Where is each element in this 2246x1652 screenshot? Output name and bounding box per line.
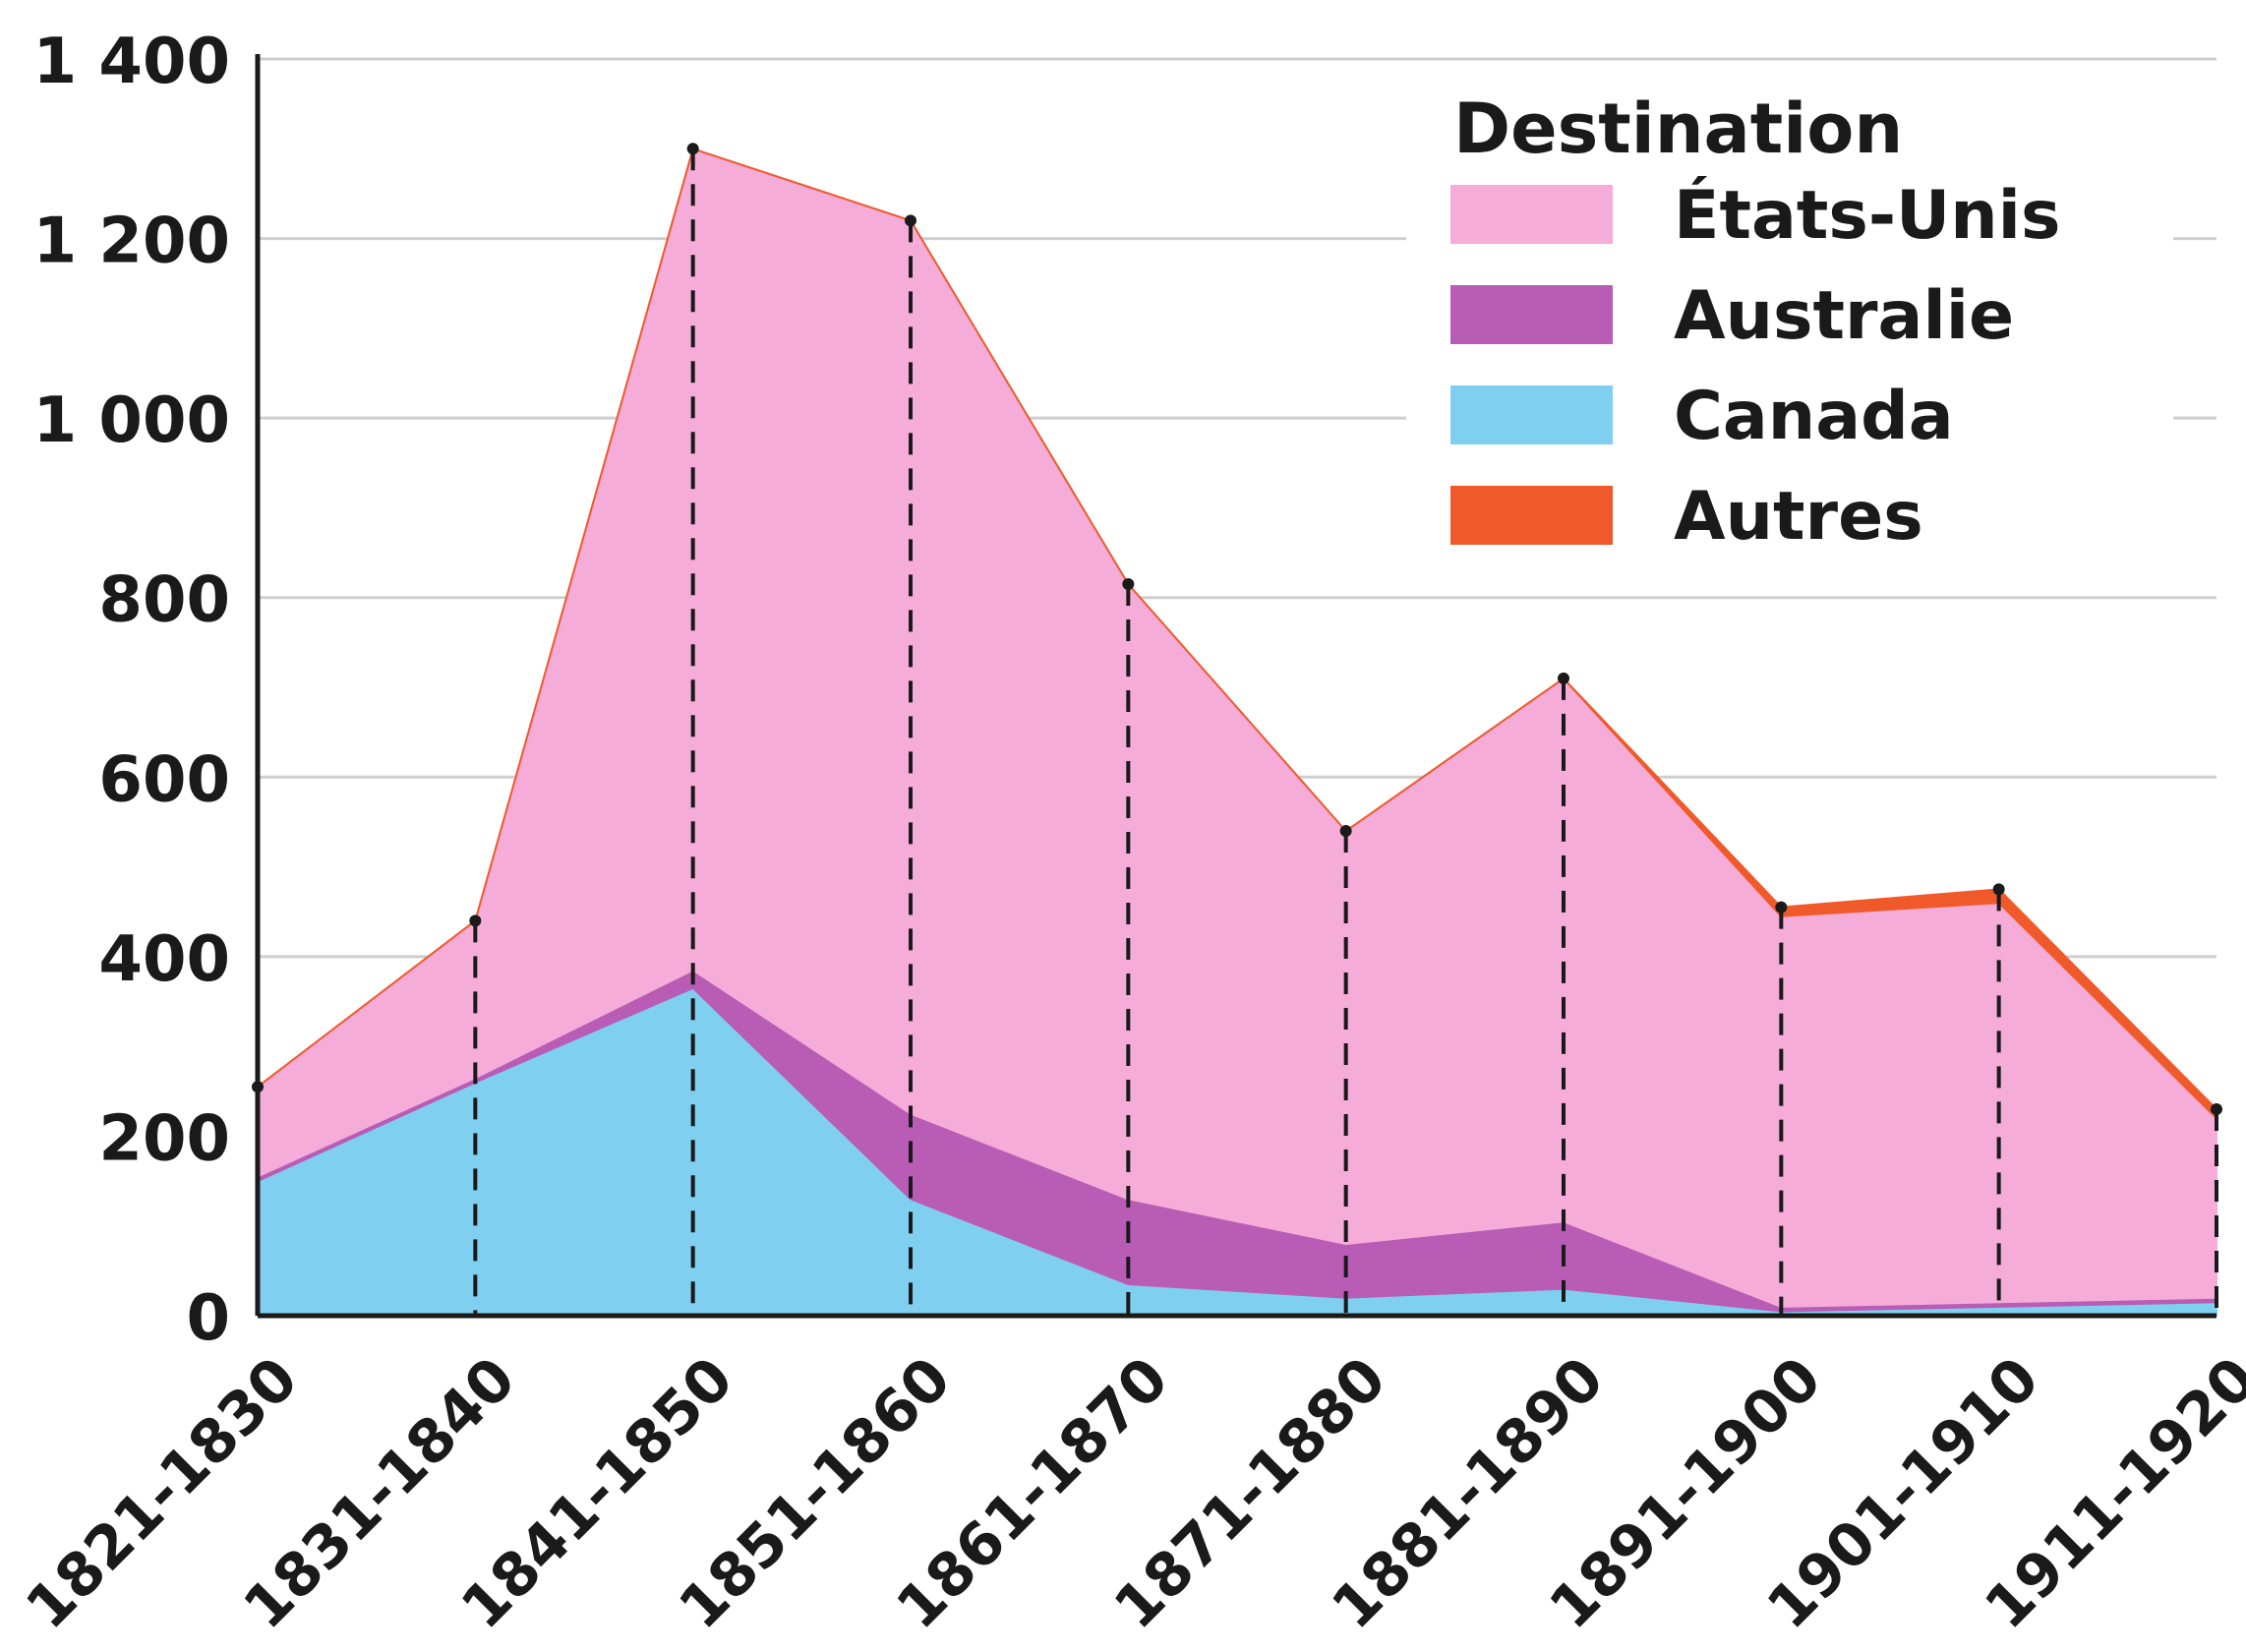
x-tick-labels: 1821-18301831-18401841-18501851-18601861…: [13, 1344, 2246, 1642]
y-tick-label-5: 1 000: [33, 384, 230, 457]
total-point-1831-1840: [469, 914, 482, 927]
total-point-1911-1920: [2211, 1103, 2222, 1116]
total-point-1851-1860: [905, 214, 916, 227]
total-point-1901-1910: [1992, 883, 2005, 896]
legend-label-canada: Canada: [1674, 378, 1954, 455]
legend-swatch-australie: [1450, 285, 1613, 344]
legend: Destination États-Unis Australie Canada Aut…: [1406, 69, 2173, 590]
y-tick-label-6: 1 200: [33, 206, 230, 278]
legend-swatch-autres: [1450, 486, 1613, 545]
legend-label-etats-unis: États-Unis: [1674, 176, 2060, 255]
total-point-1841-1850: [686, 143, 699, 155]
y-tick-label-0: 0: [186, 1282, 230, 1355]
axes: [255, 54, 2216, 1319]
total-point-1881-1890: [1558, 672, 1569, 684]
y-tick-label-7: 1 400: [33, 26, 230, 98]
legend-label-autres: Autres: [1674, 478, 1923, 556]
y-tick-label-1: 200: [98, 1102, 230, 1175]
y-tick-label-2: 400: [98, 923, 230, 996]
y-tick-label-4: 800: [98, 564, 230, 637]
legend-label-australie: Australie: [1674, 277, 2014, 355]
legend-swatch-etats-unis: [1450, 185, 1613, 244]
y-tick-label-3: 600: [98, 743, 230, 816]
legend-entries: États-Unis Australie Canada Autres: [1450, 176, 2060, 556]
legend-title: Destination: [1453, 88, 1903, 169]
legend-swatch-canada: [1450, 385, 1613, 444]
total-point-1891-1900: [1775, 901, 1788, 914]
total-point-1861-1870: [1122, 578, 1135, 591]
total-point-1871-1880: [1339, 825, 1352, 838]
y-tick-labels: 0 200 400 600 800 1 000 1 200 1 400: [33, 26, 230, 1355]
